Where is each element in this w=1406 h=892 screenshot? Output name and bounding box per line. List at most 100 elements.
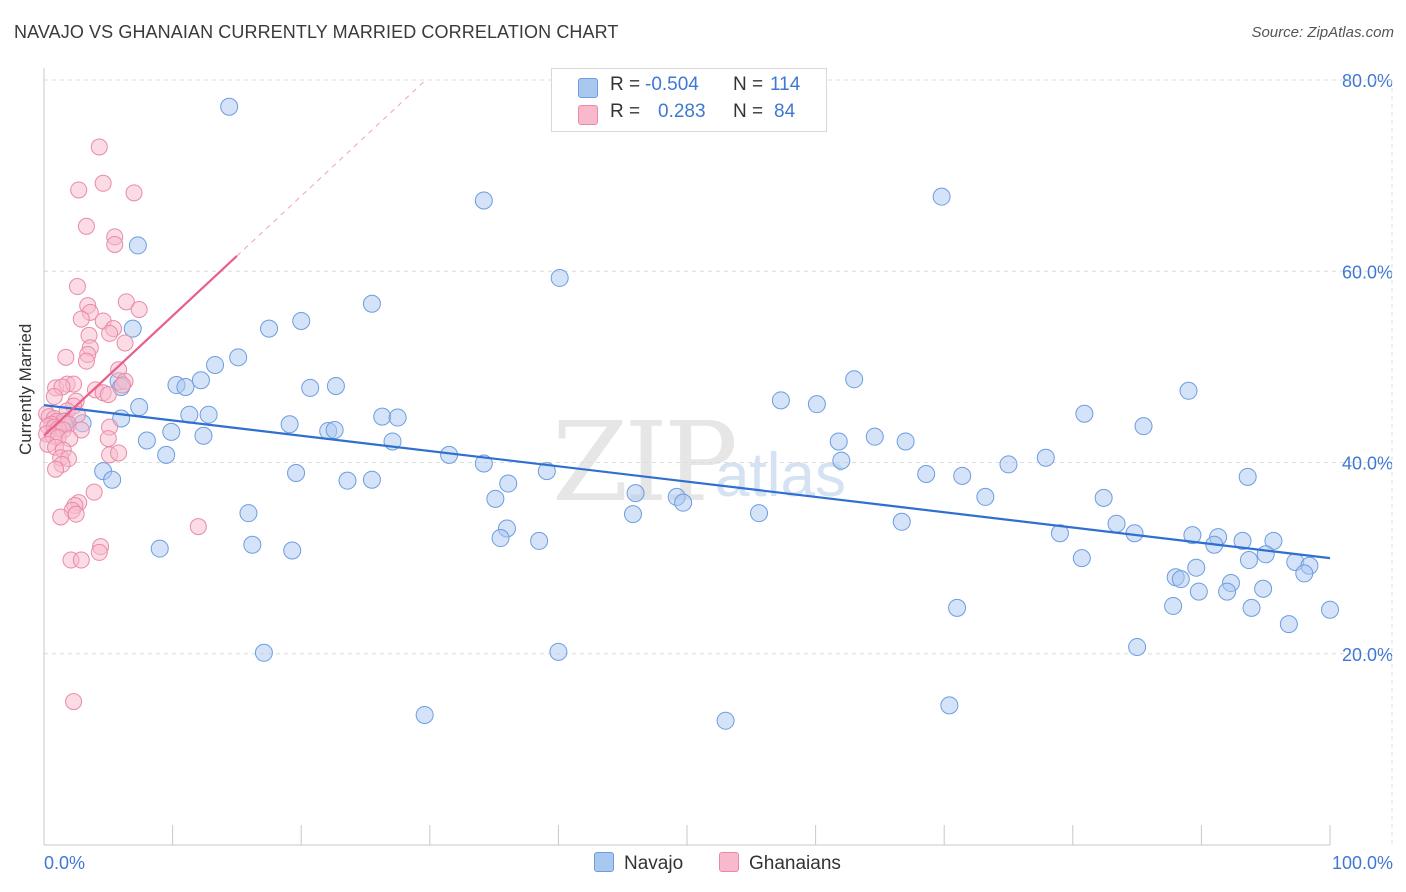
navajo-point	[1164, 596, 1183, 615]
navajo-point	[832, 451, 851, 470]
navajo-point	[1187, 558, 1206, 577]
navajo-point	[162, 422, 181, 441]
navajo-swatch	[578, 78, 598, 98]
navajo-point	[157, 445, 176, 464]
navajo-point	[999, 455, 1018, 474]
ghanaian-point	[113, 376, 131, 394]
navajo-point	[1238, 467, 1257, 486]
navajo-point	[1242, 598, 1261, 617]
y-tick-label: 40.0%	[1342, 454, 1393, 474]
navajo-point	[206, 355, 225, 374]
ghanaian-point	[57, 348, 75, 366]
ghanaian-point	[99, 430, 117, 448]
navajo-point	[1183, 526, 1202, 545]
ghanaians-r-value: 0.283	[658, 101, 706, 122]
navajo-point	[103, 470, 122, 489]
ghanaian-trend-extension	[236, 79, 427, 257]
navajo-point	[1128, 638, 1147, 657]
navajo-point	[1072, 549, 1091, 568]
navajo-point	[474, 454, 493, 473]
ghanaian-point	[94, 174, 112, 192]
y-tick-label: 60.0%	[1342, 262, 1393, 282]
navajo-point	[301, 378, 320, 397]
navajo-point	[845, 370, 864, 389]
navajo-point	[1264, 531, 1283, 550]
navajo-point	[283, 541, 302, 560]
navajo-point	[940, 696, 959, 715]
ghanaians-legend-label: Ghanaians	[749, 853, 841, 874]
navajo-point	[199, 405, 218, 424]
navajo-point	[1321, 600, 1339, 619]
navajo-point	[254, 643, 273, 662]
navajo-point	[807, 395, 826, 414]
ghanaian-point	[67, 505, 85, 523]
ghanaians-n-value: 84	[774, 101, 796, 122]
bottom-legend-navajo[interactable]: Navajo	[594, 852, 683, 875]
navajo-legend-swatch	[594, 852, 614, 872]
navajo-point	[137, 431, 156, 450]
navajo-point	[1050, 524, 1069, 543]
navajo-point	[1295, 564, 1314, 583]
navajo-point	[1239, 551, 1258, 570]
navajo-point	[674, 493, 693, 512]
navajo-point	[829, 432, 848, 451]
ghanaian-point	[52, 508, 70, 526]
navajo-point	[1171, 570, 1190, 589]
ghanaian-point	[117, 293, 135, 311]
chart-title: NAVAJO VS GHANAIAN CURRENTLY MARRIED COR…	[14, 22, 619, 42]
ghanaian-point	[90, 138, 108, 156]
ghanaian-point	[47, 460, 65, 478]
navajo-point	[150, 539, 169, 558]
ghanaians-r-label: R =	[610, 101, 641, 122]
navajo-point	[1134, 417, 1153, 436]
navajo-point	[194, 426, 213, 445]
ghanaian-point	[65, 693, 83, 711]
ghanaian-point	[77, 352, 95, 370]
navajo-point	[362, 294, 381, 313]
navajo-point	[325, 420, 344, 439]
navajo-point	[1256, 545, 1275, 564]
navajo-trend-line	[43, 404, 1331, 560]
ghanaian-point	[106, 235, 124, 253]
ghanaian-point	[99, 386, 117, 404]
ghanaian-point	[77, 217, 95, 235]
navajo-point	[953, 466, 972, 485]
ghanaian-point	[85, 483, 103, 501]
navajo-point	[1218, 582, 1237, 601]
ghanaian-point	[189, 518, 207, 536]
navajo-point	[1075, 404, 1094, 423]
navajo-point	[280, 415, 299, 434]
ghanaian-point	[90, 543, 108, 561]
navajo-point	[716, 711, 735, 730]
ghanaian-point	[125, 184, 143, 202]
navajo-point	[130, 398, 149, 417]
navajo-r-value: -0.504	[645, 74, 699, 95]
ghanaian-point	[72, 551, 90, 569]
ghanaian-point	[72, 421, 90, 439]
navajo-point	[191, 371, 210, 390]
navajo-point	[550, 268, 569, 287]
navajo-point	[176, 377, 195, 396]
navajo-point	[896, 432, 915, 451]
navajo-point	[260, 319, 279, 338]
navajo-point	[499, 474, 518, 493]
bottom-legend-ghanaians[interactable]: Ghanaians	[719, 852, 841, 875]
navajo-legend-label: Navajo	[624, 853, 684, 874]
ghanaians-n-label: N =	[733, 101, 764, 122]
navajo-point	[486, 489, 505, 508]
navajo-r-label: R =	[610, 74, 641, 95]
ghanaian-point	[70, 181, 88, 199]
navajo-point	[128, 236, 147, 255]
x-tick-label: 0.0%	[44, 853, 85, 873]
navajo-point	[243, 535, 262, 554]
navajo-point	[292, 311, 311, 330]
navajo-point	[229, 348, 248, 367]
ghanaian-point	[130, 301, 148, 318]
legend-row-navajo: R = -0.504 N = 114	[552, 74, 826, 98]
navajo-point	[1179, 381, 1198, 400]
navajo-point	[771, 391, 790, 410]
navajo-point	[338, 471, 357, 490]
ghanaian-point	[110, 444, 128, 462]
navajo-point	[1107, 514, 1126, 533]
